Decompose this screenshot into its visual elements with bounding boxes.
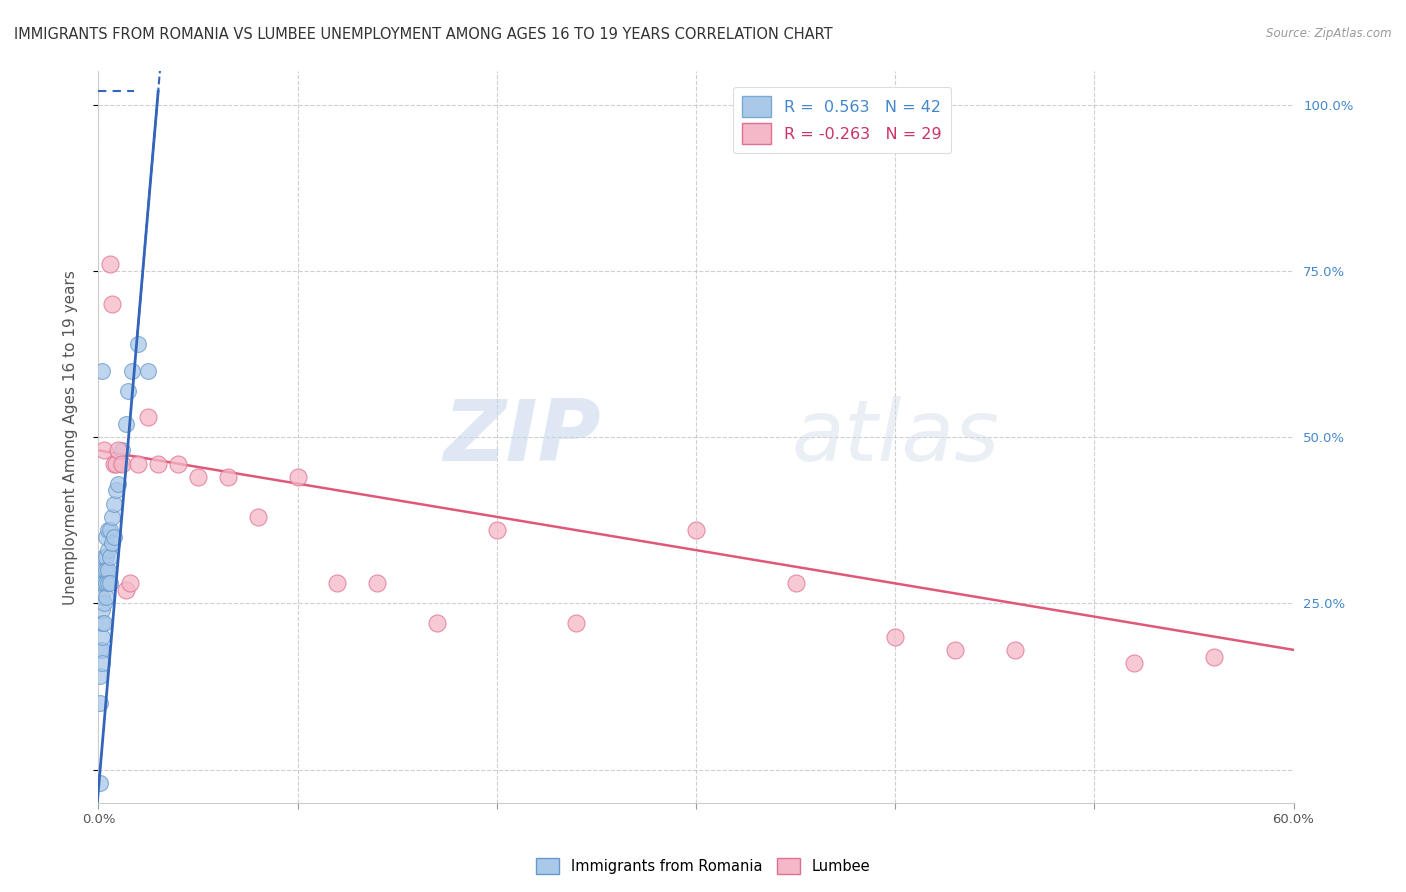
Point xyxy=(101,536,124,550)
Point xyxy=(100,257,122,271)
Point xyxy=(246,509,269,524)
Point xyxy=(91,603,114,617)
Point xyxy=(103,457,125,471)
Point xyxy=(91,643,114,657)
Point xyxy=(127,457,149,471)
Point xyxy=(121,363,143,377)
Point xyxy=(89,696,111,710)
Point xyxy=(91,616,114,631)
Point xyxy=(115,582,138,597)
Point xyxy=(93,596,115,610)
Point xyxy=(1004,643,1026,657)
Point xyxy=(100,523,122,537)
Point xyxy=(136,410,159,425)
Point xyxy=(96,590,118,604)
Point xyxy=(107,476,129,491)
Text: ZIP: ZIP xyxy=(443,395,600,479)
Point xyxy=(97,576,120,591)
Point xyxy=(1202,649,1225,664)
Point xyxy=(111,457,134,471)
Point xyxy=(97,523,120,537)
Text: Source: ZipAtlas.com: Source: ZipAtlas.com xyxy=(1267,27,1392,40)
Point xyxy=(326,576,349,591)
Point xyxy=(105,457,128,471)
Point xyxy=(91,576,114,591)
Point xyxy=(884,630,907,644)
Point xyxy=(117,384,139,398)
Point xyxy=(685,523,707,537)
Point xyxy=(89,643,111,657)
Point xyxy=(287,470,309,484)
Point xyxy=(485,523,508,537)
Point xyxy=(103,530,125,544)
Legend: R =  0.563   N = 42, R = -0.263   N = 29: R = 0.563 N = 42, R = -0.263 N = 29 xyxy=(733,87,950,153)
Point xyxy=(943,643,966,657)
Point xyxy=(97,563,120,577)
Text: IMMIGRANTS FROM ROMANIA VS LUMBEE UNEMPLOYMENT AMONG AGES 16 TO 19 YEARS CORRELA: IMMIGRANTS FROM ROMANIA VS LUMBEE UNEMPL… xyxy=(14,27,832,42)
Point xyxy=(93,563,115,577)
Point xyxy=(120,576,142,591)
Point xyxy=(107,443,129,458)
Point xyxy=(89,776,111,790)
Legend: Immigrants from Romania, Lumbee: Immigrants from Romania, Lumbee xyxy=(530,852,876,880)
Point xyxy=(565,616,588,631)
Point xyxy=(167,457,190,471)
Point xyxy=(187,470,209,484)
Point xyxy=(96,549,118,564)
Point xyxy=(111,443,134,458)
Point xyxy=(93,443,115,458)
Point xyxy=(93,549,115,564)
Point xyxy=(96,563,118,577)
Point xyxy=(93,576,115,591)
Point xyxy=(93,616,115,631)
Point xyxy=(91,656,114,670)
Point xyxy=(115,417,138,431)
Point xyxy=(101,509,124,524)
Y-axis label: Unemployment Among Ages 16 to 19 years: Unemployment Among Ages 16 to 19 years xyxy=(63,269,77,605)
Point xyxy=(217,470,239,484)
Point xyxy=(127,337,149,351)
Point xyxy=(426,616,449,631)
Point xyxy=(136,363,159,377)
Point xyxy=(91,363,114,377)
Point xyxy=(101,297,124,311)
Point xyxy=(96,576,118,591)
Point xyxy=(97,543,120,558)
Point xyxy=(1123,656,1146,670)
Point xyxy=(91,630,114,644)
Point xyxy=(785,576,807,591)
Point xyxy=(100,576,122,591)
Point xyxy=(103,497,125,511)
Point xyxy=(148,457,170,471)
Point xyxy=(96,530,118,544)
Text: atlas: atlas xyxy=(792,395,1000,479)
Point xyxy=(89,669,111,683)
Point xyxy=(100,549,122,564)
Point xyxy=(366,576,388,591)
Point xyxy=(110,457,132,471)
Point xyxy=(105,483,128,498)
Point xyxy=(91,590,114,604)
